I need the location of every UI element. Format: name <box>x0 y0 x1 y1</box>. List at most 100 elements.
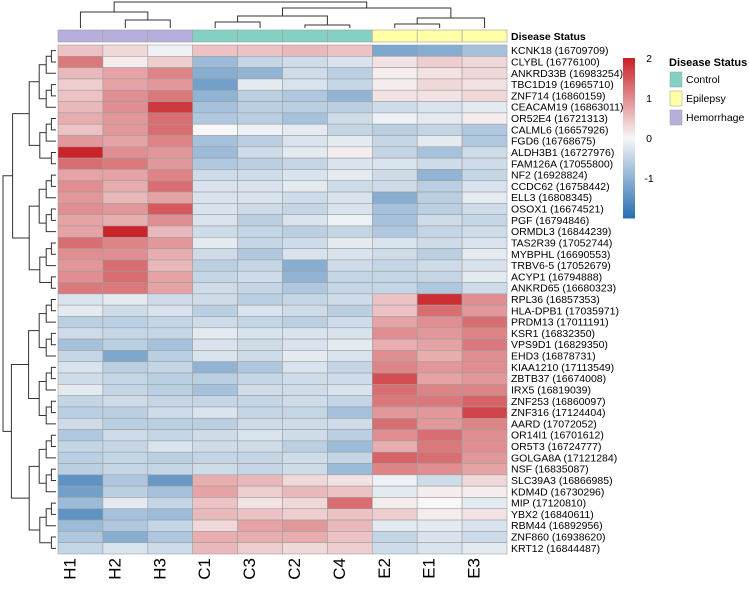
heatmap-cell <box>147 463 194 476</box>
heatmap-cell <box>416 169 463 182</box>
heatmap-cell <box>57 146 104 159</box>
heatmap-cell <box>371 451 418 464</box>
heatmap-cell <box>461 463 508 476</box>
row-labels: KCNK18 (16709709)CLYBL (16776100)ANKRD33… <box>511 45 623 555</box>
row-label: YBX2 (16840611) <box>511 509 594 521</box>
heatmap-cell <box>57 214 104 227</box>
dendrogram-branch <box>50 434 56 448</box>
heatmap-cell <box>282 384 328 396</box>
heatmap-cell <box>327 429 373 442</box>
annotation-cell <box>416 29 463 43</box>
heatmap-cell <box>57 203 104 215</box>
heatmap-cell <box>461 406 508 419</box>
heatmap-cell <box>371 372 418 385</box>
heatmap-cell <box>102 123 149 136</box>
heatmap-cell <box>147 44 194 57</box>
heatmap-cell <box>461 542 508 555</box>
heatmap-cell <box>147 293 194 306</box>
heatmap-cell <box>57 474 104 487</box>
row-label: KSR1 (16832350) <box>511 328 595 340</box>
heatmap-cell <box>147 123 194 136</box>
heatmap-cell <box>102 327 149 340</box>
colorbar-segment <box>623 138 635 142</box>
heatmap-cell <box>192 508 238 521</box>
heatmap-cell <box>371 203 418 215</box>
heatmap-cell <box>57 112 104 125</box>
dendrogram-branch <box>39 132 52 159</box>
heatmap-cell <box>57 304 104 317</box>
annotation-cell <box>327 29 373 43</box>
row-label: FAM126A (17055800) <box>511 158 613 170</box>
dendrogram-branch <box>394 23 441 28</box>
dendrogram-branch <box>39 516 52 544</box>
colorbar-segment <box>623 151 635 155</box>
heatmap-cell <box>327 338 373 351</box>
legend-entry-label: Control <box>686 74 720 86</box>
dendrogram-branch <box>50 276 56 289</box>
heatmap-cell <box>416 123 463 136</box>
heatmap-cell <box>461 78 508 91</box>
colorbar-tick-label: -1 <box>644 173 653 185</box>
heatmap-cell <box>192 417 238 430</box>
heatmap-cell <box>102 56 149 68</box>
heatmap-cell <box>57 463 104 476</box>
heatmap-cell <box>327 361 373 374</box>
annotation-cell <box>237 29 283 43</box>
heatmap-cell <box>192 497 238 510</box>
heatmap-cell <box>282 327 328 340</box>
colorbar-segment <box>623 119 635 123</box>
heatmap-cell <box>461 293 508 306</box>
heatmap-cell <box>327 169 373 182</box>
row-label: KDM4D (16730296) <box>511 486 604 498</box>
heatmap-cell <box>461 327 508 340</box>
heatmap-cell <box>371 542 418 555</box>
heatmap-cell <box>237 56 283 68</box>
heatmap-cell <box>237 440 283 453</box>
heatmap-cell <box>102 406 149 419</box>
row-label: ZNF714 (16860159) <box>511 90 606 102</box>
row-label: ZNF860 (16938620) <box>511 532 606 544</box>
annotation-cell <box>147 29 194 43</box>
heatmap-cell <box>416 56 463 68</box>
heatmap-cell <box>102 44 149 57</box>
colorbar-segment <box>623 188 635 192</box>
heatmap-cell <box>461 236 508 249</box>
heatmap-cell <box>102 180 149 193</box>
heatmap-cell <box>102 372 149 385</box>
heatmap-cell <box>57 157 104 170</box>
heatmap-cell <box>327 316 373 329</box>
heatmap-cell <box>147 542 194 555</box>
heatmap-cell <box>147 429 194 442</box>
heatmap-cell <box>282 89 328 102</box>
heatmap-cell <box>147 259 194 272</box>
annotation-cell <box>57 29 104 43</box>
colorbar-segment <box>623 159 635 163</box>
heatmap-cell <box>192 440 238 453</box>
heatmap-cell <box>57 169 104 182</box>
heatmap-cell <box>416 338 463 351</box>
heatmap-cell <box>461 519 508 532</box>
heatmap-cell <box>371 395 418 408</box>
heatmap-cell <box>192 248 238 261</box>
heatmap-cell <box>237 304 283 317</box>
heatmap-cell <box>327 293 373 306</box>
heatmap-cell <box>416 293 463 306</box>
column-label: E3 <box>465 558 484 579</box>
heatmap-cell <box>237 101 283 114</box>
heatmap-cell <box>282 474 328 487</box>
heatmap-cell <box>192 327 238 340</box>
heatmap-cell <box>192 78 238 91</box>
heatmap-cell <box>192 304 238 317</box>
column-label: H1 <box>60 558 79 580</box>
colorbar-segment <box>623 79 635 83</box>
heatmap-cell <box>282 180 328 193</box>
heatmap-cell <box>147 282 194 295</box>
heatmap-cell <box>416 350 463 363</box>
heatmap-cell <box>192 316 238 329</box>
colorbar-segment <box>623 210 635 214</box>
dendrogram-branch <box>50 208 56 221</box>
column-label: E2 <box>375 558 394 579</box>
heatmap-cell <box>371 293 418 306</box>
dendrogram-branch <box>2 175 13 432</box>
heatmap-cell <box>237 451 283 464</box>
